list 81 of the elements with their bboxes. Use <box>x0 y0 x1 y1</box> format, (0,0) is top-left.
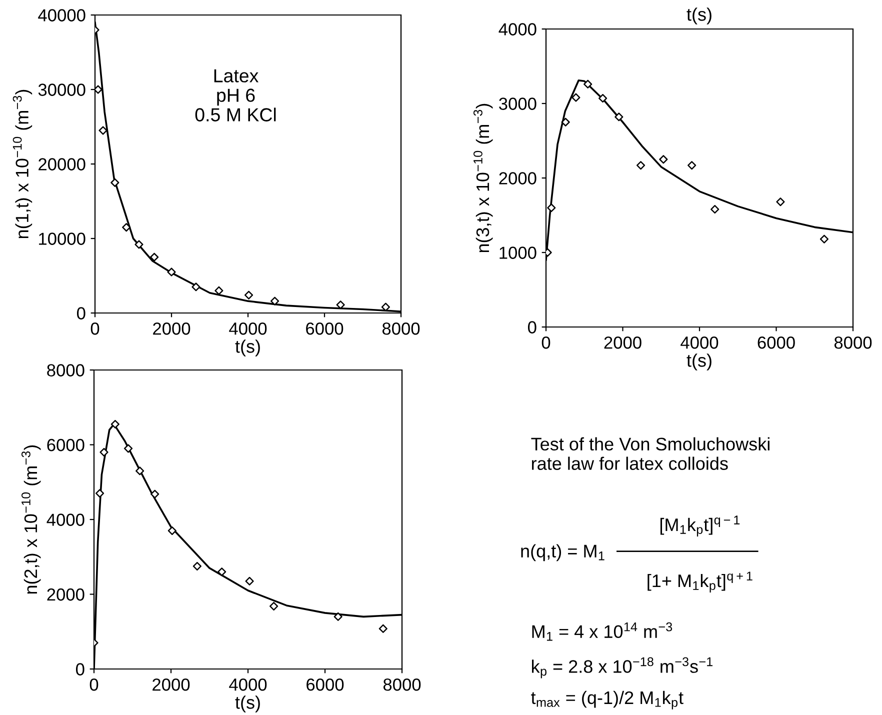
y-tick-label: 30000 <box>38 84 86 96</box>
point <box>134 240 144 249</box>
y-axis-title: n(3,t) x 10$^{−10}$ (m$^{−3}$) <box>473 104 493 252</box>
x-axis-title: t(s) <box>686 354 712 370</box>
point <box>168 526 176 536</box>
point <box>336 300 345 310</box>
y-tick-label: 40000 <box>38 9 86 22</box>
point <box>598 94 608 103</box>
x-axis-title: t(s) <box>235 340 260 356</box>
x-tick-label: 4000 <box>229 678 267 691</box>
point <box>688 161 696 170</box>
point <box>561 118 570 126</box>
point <box>776 198 785 206</box>
point <box>710 204 720 214</box>
point <box>150 490 160 498</box>
x-tick-label: 2000 <box>152 678 190 691</box>
point <box>270 296 280 306</box>
y-tick-label: 3000 <box>499 98 536 110</box>
y-tick-label: 1000 <box>500 246 536 259</box>
text: M$_{1}$ = 4 x 10$^{14}$ m$^{−3}$ <box>532 622 672 641</box>
point <box>192 562 202 571</box>
point <box>95 489 104 498</box>
point <box>636 161 646 170</box>
x-tick-label: 2000 <box>153 322 190 335</box>
point <box>820 234 829 244</box>
point <box>124 444 133 453</box>
x-tick-label: 6000 <box>306 678 344 691</box>
point <box>584 80 592 88</box>
x-tick-label: 2000 <box>604 336 642 349</box>
point <box>245 576 254 586</box>
y-tick-label: 20000 <box>38 158 86 170</box>
text: n(q,t) = M$_{1}$ <box>521 544 604 562</box>
point <box>110 420 120 428</box>
text: [M$_{1}$k$_{p}$t]$^{q−1}$ <box>660 516 740 536</box>
chart-title: t(s) <box>686 8 712 24</box>
x-tick-label: 8000 <box>834 336 872 349</box>
x-tick-label: 6000 <box>758 336 795 349</box>
point <box>192 282 200 292</box>
point <box>269 602 278 611</box>
point <box>122 223 131 232</box>
text: t$_{max}$ = (q-1)/2 M$_{1}$k$_{p}$t <box>531 690 684 710</box>
point <box>659 155 668 164</box>
x-tick-label: 0 <box>90 322 100 335</box>
point <box>214 286 224 295</box>
y-tick-label: 8000 <box>47 364 84 376</box>
text: [1+ M$_{1}$k$_{p}$t]$^{q+1}$ <box>648 572 752 593</box>
y-axis-title: n(2,t) x 10$^{−10}$ (m$^{−3}$) <box>21 445 41 594</box>
y-tick-label: 10000 <box>39 232 86 245</box>
text: k$_{p}$ = 2.8 x 10$^{−18}$ m$^{−3}$s$^{−1}$ <box>532 657 713 678</box>
text: Test of the Von Smoluchowski rate law for latex colloids <box>531 437 770 470</box>
point <box>100 448 108 457</box>
point <box>244 290 254 300</box>
point <box>110 178 120 187</box>
y-tick-label: 2000 <box>47 588 84 601</box>
y-tick-label: 0 <box>76 663 84 676</box>
x-tick-label: 8000 <box>382 322 420 335</box>
point <box>98 126 108 135</box>
x-tick-label: 8000 <box>383 678 421 691</box>
annotation: Latex pH 6 0.5 M KCl <box>195 69 276 122</box>
point <box>378 624 388 633</box>
y-tick-label: 4000 <box>498 23 536 36</box>
point <box>572 93 580 102</box>
y-tick-label: 2000 <box>499 172 536 184</box>
point <box>614 112 624 122</box>
point <box>218 568 226 576</box>
x-tick-label: 4000 <box>229 322 267 335</box>
point <box>150 252 159 262</box>
y-tick-label: 0 <box>76 307 86 320</box>
point <box>95 85 102 94</box>
point <box>334 612 342 621</box>
x-tick-label: 4000 <box>680 336 718 349</box>
point <box>136 466 144 476</box>
x-tick-label: 0 <box>90 678 98 691</box>
y-tick-label: 4000 <box>46 514 84 526</box>
point <box>547 204 556 212</box>
y-axis-title: n(1,t) x 10$^{−10}$ (m$^{−3}$) <box>12 90 32 238</box>
x-tick-label: 6000 <box>306 322 344 335</box>
point <box>167 268 176 276</box>
x-tick-label: 0 <box>542 336 550 349</box>
x-axis-title: t(s) <box>235 696 260 712</box>
y-tick-label: 6000 <box>47 438 84 452</box>
